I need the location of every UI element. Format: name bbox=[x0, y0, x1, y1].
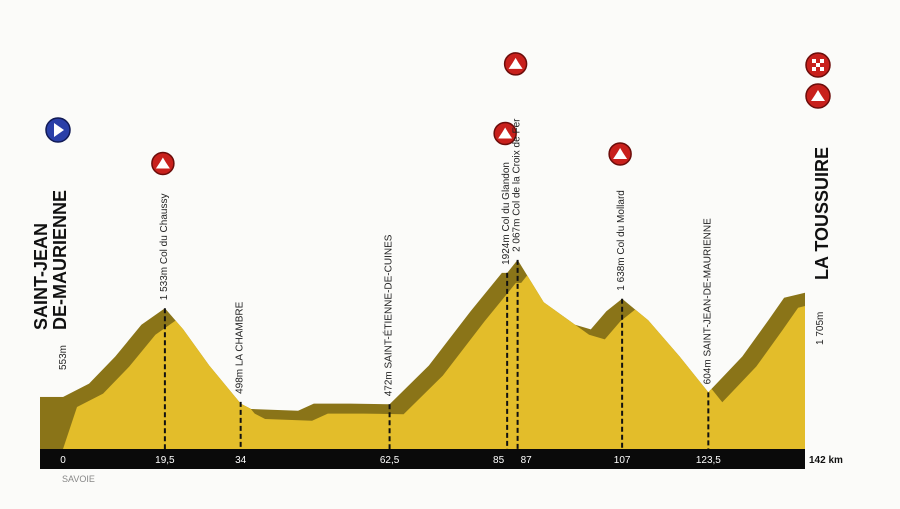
point-label: 498m LA CHAMBRE bbox=[235, 301, 246, 394]
tick-label: 34 bbox=[235, 455, 247, 466]
finish-altitude-label: 1 705m bbox=[815, 312, 826, 345]
tick-label: 123,5 bbox=[696, 455, 721, 466]
tick-label: 107 bbox=[614, 455, 631, 466]
point-label: 2 067m Col de la Croix de Fer bbox=[512, 118, 523, 252]
point-label: 472m SAINT-ÉTIENNE-DE-CUINES bbox=[382, 234, 395, 396]
mountain-glyph bbox=[613, 147, 628, 159]
mountain-glyph bbox=[498, 127, 513, 139]
point-label: 1924m Col du Glandon bbox=[501, 162, 512, 265]
mountain-glyph bbox=[508, 57, 523, 69]
tick-label: 85 bbox=[493, 455, 505, 466]
tick-label: 62,5 bbox=[380, 455, 400, 466]
start-block bbox=[40, 396, 63, 449]
mountain-glyph bbox=[155, 157, 170, 169]
checker-square bbox=[820, 67, 824, 71]
start-city-line2: DE-MAURIENNE bbox=[50, 190, 70, 330]
checker-square bbox=[820, 59, 824, 63]
tick-label: 0 bbox=[60, 455, 66, 466]
tick-label: 19,5 bbox=[155, 455, 175, 466]
point-label: 1 533m Col du Chaussy bbox=[159, 194, 170, 301]
profile-fill bbox=[63, 269, 805, 449]
tick-label: 87 bbox=[521, 455, 533, 466]
start-city-line1: SAINT-JEAN bbox=[31, 223, 51, 330]
finish-city-label: LA TOUSSUIRE bbox=[812, 147, 832, 280]
checker-square bbox=[812, 59, 816, 63]
point-label: 1 638m Col du Mollard bbox=[616, 190, 627, 291]
checker-square bbox=[816, 63, 820, 67]
mountain-glyph bbox=[811, 90, 825, 101]
axis-end-label: 142 km bbox=[809, 455, 843, 466]
start-arrow-glyph bbox=[54, 123, 64, 137]
distance-axis-bar bbox=[40, 449, 805, 469]
point-label: 604m SAINT-JEAN-DE-MAURIENNE bbox=[702, 218, 713, 384]
start-altitude-label: 553m bbox=[58, 345, 69, 370]
region-label: SAVOIE bbox=[62, 474, 95, 484]
checker-square bbox=[812, 67, 816, 71]
